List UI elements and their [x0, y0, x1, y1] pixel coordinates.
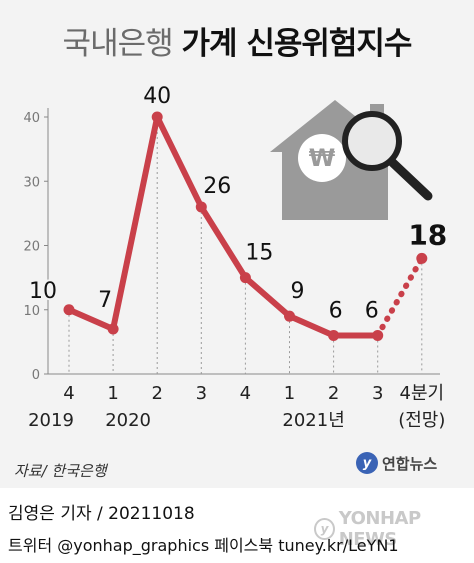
data-point [151, 111, 163, 123]
data-point [328, 329, 340, 341]
data-label: 9 [291, 279, 305, 304]
logo-text: 연합뉴스 [382, 454, 438, 473]
x-year-label: 2019 [28, 410, 74, 431]
data-point [416, 252, 428, 264]
x-quarter-label: 1 [107, 383, 118, 404]
x-quarter-label: 4분기 [400, 383, 445, 404]
chart-panel: 국내은행 가계 신용위험지수 ₩ 0 10 20 30 40 4 1 2 3 4 1 2 3 4분기 201… [0, 0, 474, 488]
x-quarter-label: 3 [372, 383, 383, 404]
x-quarter-label: 4 [240, 383, 251, 404]
x-extra-label: (전망) [398, 410, 445, 431]
data-label: 7 [98, 288, 112, 313]
data-label: 6 [329, 298, 343, 323]
y-tick-label: 20 [23, 240, 40, 255]
yonhap-logo-icon: y [356, 452, 378, 474]
data-label: 10 [29, 279, 57, 304]
source-note: 자료/ 한국은행 [14, 462, 107, 480]
social-credit: 트위터 @yonhap_graphics 페이스북 tuney.kr/LeYN1 [8, 536, 399, 555]
data-point [195, 201, 207, 213]
title-light: 국내은행 [62, 26, 174, 62]
data-point [284, 310, 295, 322]
y-tick-label: 0 [32, 368, 40, 383]
data-label: 15 [245, 241, 273, 266]
data-point [63, 304, 75, 316]
y-tick-label: 10 [23, 304, 40, 319]
chart-title: 국내은행 가계 신용위험지수 [0, 18, 474, 63]
y-tick-label: 40 [23, 111, 40, 126]
x-quarter-label: 3 [196, 383, 207, 404]
x-quarter-label: 2 [151, 383, 162, 404]
x-quarter-label: 4 [63, 383, 74, 404]
projection-line [374, 255, 425, 339]
data-label: 40 [143, 84, 171, 109]
data-point [107, 323, 119, 335]
title-bold: 가계 신용위험지수 [181, 26, 413, 62]
yonhap-logo: y 연합뉴스 [356, 452, 437, 474]
watermark-text: YONHAP NEWS [338, 508, 421, 550]
house-magnifier-icon: ₩ [270, 100, 433, 220]
x-quarter-label: 1 [284, 383, 295, 404]
data-label: 26 [203, 174, 231, 199]
watermark-icon: y [314, 518, 335, 540]
x-year-label: 2020 [105, 410, 151, 431]
author-credit: 김영은 기자 / 20211018 [8, 504, 195, 524]
series-line [66, 114, 381, 339]
data-point [372, 329, 384, 341]
data-label: 18 [408, 218, 447, 251]
x-quarter-label: 2 [328, 383, 339, 404]
x-year-label: 2021년 [282, 410, 344, 431]
data-point [239, 272, 251, 284]
y-tick-label: 30 [23, 175, 40, 190]
svg-text:₩: ₩ [309, 144, 336, 172]
data-label: 6 [365, 298, 379, 323]
watermark: y YONHAP NEWS [314, 508, 474, 550]
